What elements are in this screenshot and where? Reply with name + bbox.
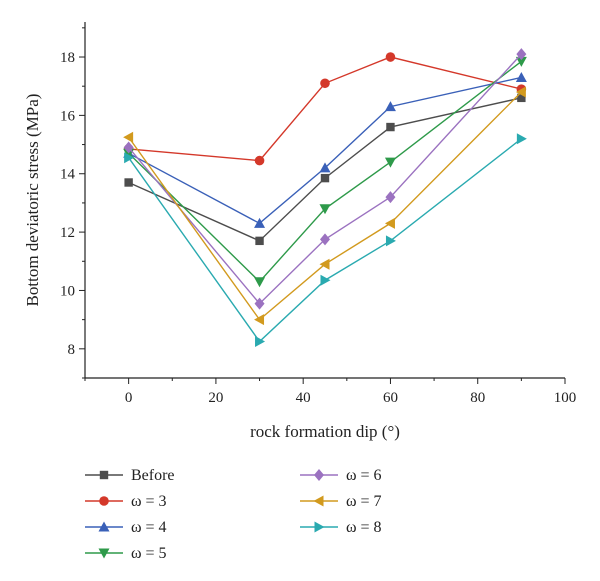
legend-marker [98, 548, 110, 559]
data-point [320, 78, 330, 89]
x-tick-label: 60 [383, 390, 398, 406]
data-point [384, 101, 396, 112]
legend-item: ω = 3 [85, 493, 167, 510]
data-point [255, 336, 266, 348]
data-point [515, 86, 526, 98]
legend-item: ω = 8 [300, 519, 382, 536]
data-point [320, 233, 330, 246]
data-point [517, 93, 526, 103]
legend-label: Before [131, 467, 175, 484]
legend-marker [314, 469, 324, 481]
x-tick-label: 0 [125, 390, 133, 406]
legend-label: ω = 5 [131, 545, 167, 562]
data-point [123, 141, 134, 154]
legend-label: ω = 8 [346, 519, 382, 536]
x-tick-label: 80 [470, 390, 485, 406]
data-point [386, 122, 395, 132]
x-tick-label: 100 [554, 390, 577, 406]
data-point [124, 152, 135, 164]
data-point [515, 71, 527, 82]
legend-item: ω = 5 [85, 545, 167, 562]
data-point [254, 155, 265, 166]
data-point [255, 236, 264, 246]
legend-marker [314, 521, 325, 533]
data-point [320, 274, 331, 286]
legend-item: ω = 4 [85, 519, 167, 536]
data-point [385, 235, 396, 247]
legend-marker [313, 495, 324, 507]
legend-label: ω = 7 [346, 493, 382, 510]
data-point [319, 204, 331, 215]
y-tick-label: 14 [60, 167, 76, 183]
data-point [123, 131, 134, 143]
data-point [124, 178, 133, 187]
x-axis-title: rock formation dip (°) [250, 422, 400, 441]
y-tick-label: 12 [60, 225, 75, 241]
series-6 [123, 86, 526, 326]
data-point [320, 173, 330, 183]
legend-item: ω = 7 [300, 493, 382, 510]
legend-marker [98, 521, 110, 532]
x-tick-label: 20 [208, 390, 223, 406]
legend: Before ω = 3 ω = 4 ω = 5 ω = 6 ω = 7 ω = 8 [85, 467, 382, 562]
legend-label: ω = 6 [346, 467, 382, 484]
data-point [516, 133, 527, 145]
series-7 [124, 133, 527, 348]
data-point [384, 217, 395, 229]
x-tick-label: 40 [296, 390, 311, 406]
legend-marker [99, 496, 109, 506]
y-tick-label: 16 [60, 108, 76, 124]
series-1 [124, 93, 526, 246]
data-point [385, 52, 396, 62]
data-point [254, 314, 265, 326]
axes: 0 20 40 60 80 100 8 10 12 14 16 18 [60, 22, 576, 406]
legend-marker [99, 470, 109, 480]
data-point [254, 277, 266, 288]
legend-item: ω = 6 [300, 467, 382, 484]
data-point [385, 191, 396, 204]
data-point [254, 217, 266, 228]
legend-item: Before [85, 467, 175, 484]
data-point [254, 297, 265, 310]
legend-label: ω = 3 [131, 493, 167, 510]
data-point [319, 258, 330, 270]
series-5 [123, 48, 527, 310]
y-tick-label: 8 [68, 342, 76, 358]
legend-label: ω = 4 [131, 519, 167, 536]
data-point [319, 162, 331, 173]
y-axis-title: Bottom deviatoric stress (MPa) [23, 94, 42, 307]
series-line [128, 56, 522, 162]
data-point [515, 56, 527, 67]
y-tick-label: 10 [60, 283, 75, 299]
series-layer [123, 48, 527, 348]
y-tick-label: 18 [60, 50, 75, 66]
data-point [516, 48, 527, 61]
data-point [384, 157, 396, 168]
